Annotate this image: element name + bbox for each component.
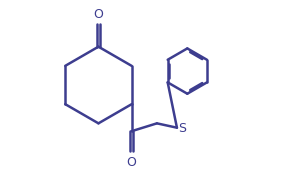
Text: O: O bbox=[93, 8, 103, 21]
Text: S: S bbox=[178, 122, 186, 135]
Text: O: O bbox=[127, 156, 137, 169]
